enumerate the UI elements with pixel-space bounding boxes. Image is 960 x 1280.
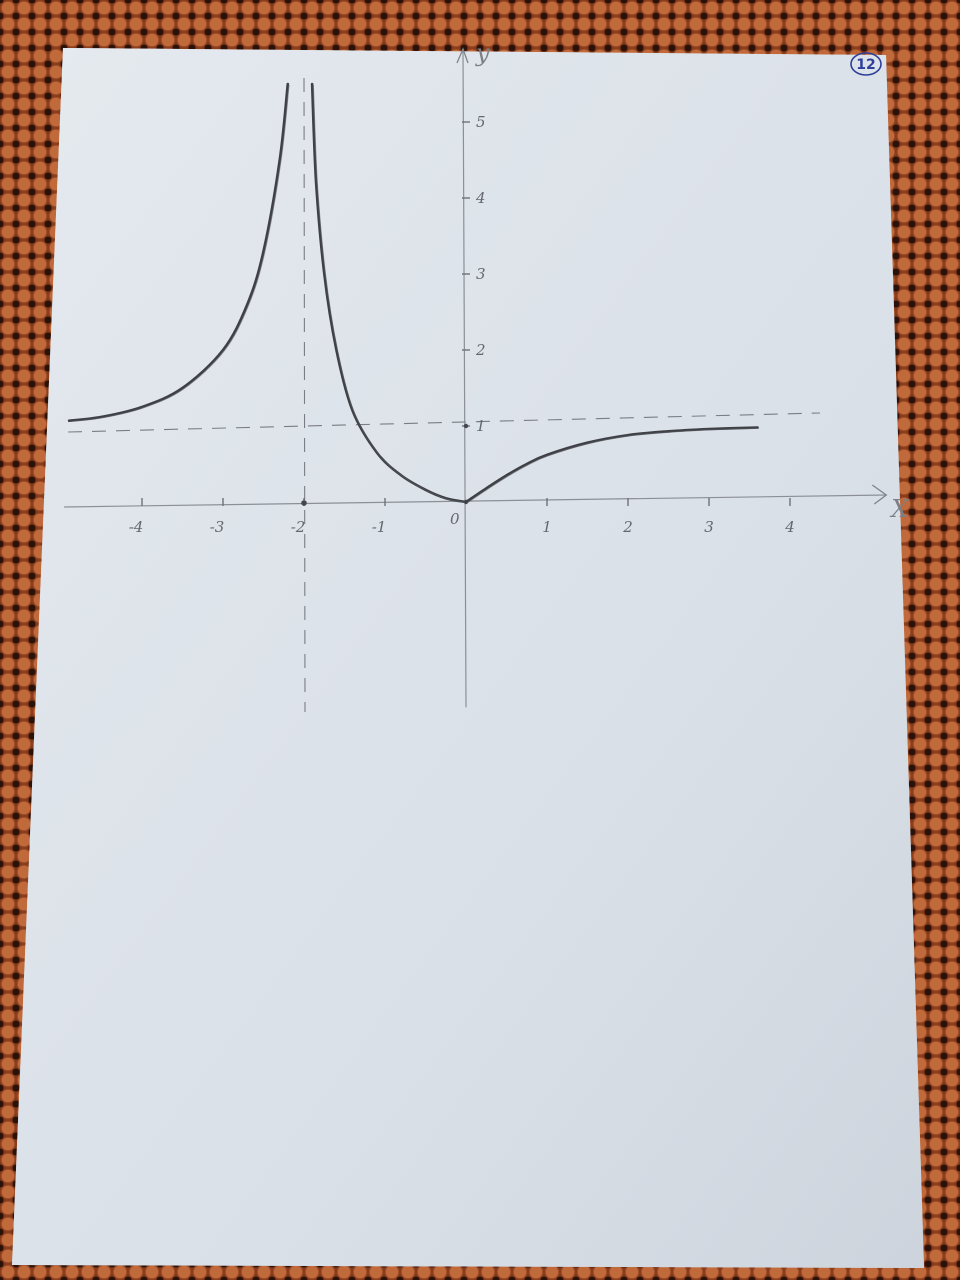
x-tick-label: -3	[210, 518, 225, 536]
curve-branch-3-pencil-trace	[466, 427, 759, 504]
ticks-group: -4 -3 -2 -1 1 2 3 4 1 2 3 4 5	[129, 113, 795, 536]
x-tick-label: -2	[291, 518, 306, 536]
curves-group	[67, 82, 759, 504]
x-tick-label: 4	[784, 518, 795, 536]
y-tick-label: 5	[476, 113, 486, 131]
asymptote-y-point	[463, 423, 469, 429]
x-tick-label: 3	[704, 518, 714, 536]
curve-branch-1	[67, 82, 290, 422]
horizontal-asymptote	[67, 412, 821, 433]
x-tick-label: 1	[542, 518, 552, 536]
y-tick-label: 2	[475, 341, 486, 359]
vertical-asymptote	[303, 77, 306, 713]
y-tick-label: 4	[475, 189, 486, 207]
x-axis-label: X	[889, 495, 909, 523]
page-number: 12	[856, 57, 875, 73]
y-tick-label: 3	[476, 265, 486, 283]
page-number-circle	[850, 52, 882, 76]
asymptote-x-point	[301, 500, 307, 506]
curve-branch-3	[464, 426, 759, 504]
curve-branch-2-pencil-trace	[312, 84, 468, 504]
x-axis	[64, 494, 887, 508]
x-axis-arrow	[871, 484, 888, 505]
x-tick-label: 2	[622, 518, 633, 536]
x-tick-label: -1	[372, 518, 387, 536]
paper-shading	[12, 48, 924, 1268]
y-tick-label: 1	[476, 417, 486, 435]
origin-label: 0	[450, 510, 460, 528]
y-axis	[462, 48, 467, 708]
curve-branch-1-pencil-trace	[70, 84, 290, 423]
x-tick-label: -4	[129, 518, 144, 536]
y-axis-label: y	[475, 39, 490, 67]
y-axis-arrow	[456, 47, 469, 64]
